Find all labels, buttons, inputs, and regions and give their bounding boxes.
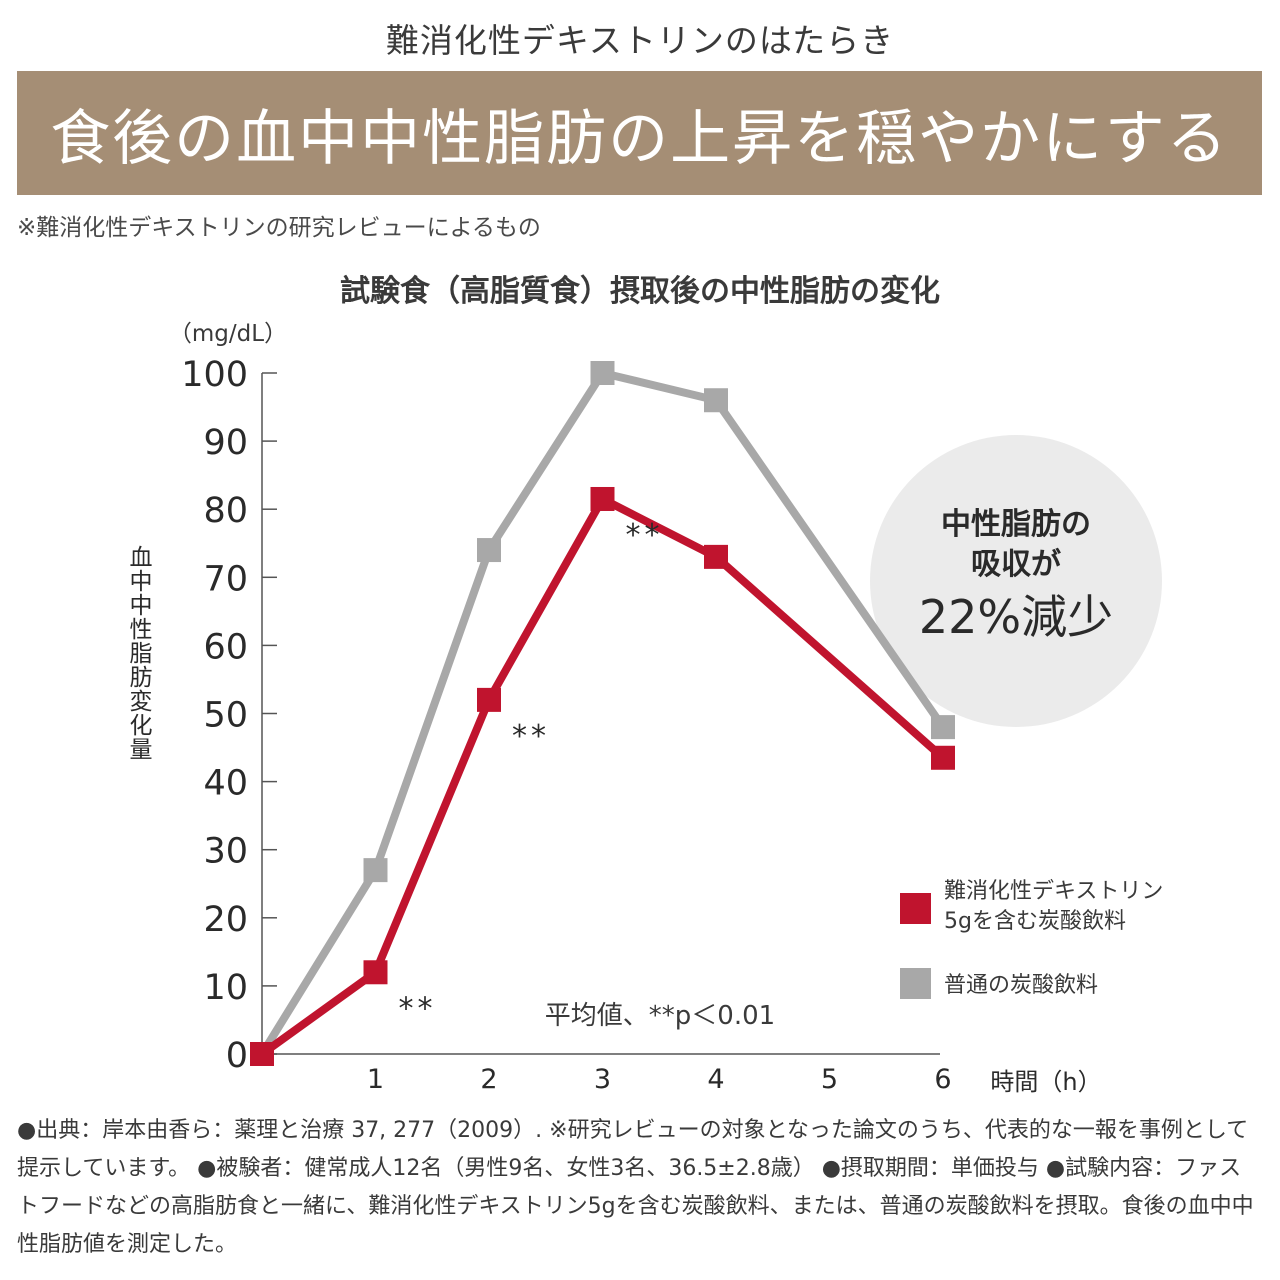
page-subtitle: 難消化性デキストリンのはたらき xyxy=(385,21,895,60)
data-point-dextrin xyxy=(931,745,955,770)
callout-line-2: 吸収が xyxy=(971,547,1061,582)
data-point-regular xyxy=(477,538,501,563)
y-tick-label: 20 xyxy=(203,900,248,940)
legend-swatch-dextrin xyxy=(900,893,931,924)
x-tick-label: 6 xyxy=(934,1064,951,1095)
y-tick-label: 10 xyxy=(203,968,248,1008)
data-point-regular xyxy=(590,361,615,385)
data-point-regular xyxy=(363,858,388,883)
data-point-dextrin xyxy=(250,1042,274,1066)
data-point-dextrin xyxy=(590,486,615,511)
x-tick-label: 2 xyxy=(480,1064,497,1095)
series-line-regular xyxy=(258,368,947,1057)
y-tick-label: 100 xyxy=(181,355,248,395)
headline-text: 食後の血中中性脂肪の上昇を穏やかにする xyxy=(50,103,1229,174)
x-tick-label: 3 xyxy=(594,1064,611,1095)
headline-banner: 食後の血中中性脂肪の上昇を穏やかにする xyxy=(17,71,1262,195)
callout-line-3: 22%減少 xyxy=(919,590,1113,644)
y-tick-label: 50 xyxy=(203,696,248,736)
data-point-dextrin xyxy=(704,544,728,569)
legend-swatch-regular xyxy=(900,968,931,999)
x-tick-label: 4 xyxy=(707,1064,724,1095)
callout-line-1: 中性脂肪の xyxy=(941,507,1091,542)
y-tick-label: 30 xyxy=(203,832,248,872)
footnote: ●出典：岸本由香ら：薬理と治療 37, 277（2009）. ※研究レビューの対… xyxy=(17,1118,1254,1257)
y-tick-label: 0 xyxy=(226,1036,248,1076)
significance-marker: ** xyxy=(626,518,664,553)
x-tick-label: 1 xyxy=(367,1064,384,1095)
y-tick-label: 40 xyxy=(203,764,248,804)
significance-marker: ** xyxy=(399,991,437,1026)
data-point-dextrin xyxy=(363,960,388,985)
research-note: ※難消化性デキストリンの研究レビューによるもの xyxy=(17,215,541,241)
data-point-regular xyxy=(704,388,728,413)
y-axis-unit: （mg/dL） xyxy=(169,321,287,347)
chart-title: 試験食（高脂質食）摂取後の中性脂肪の変化 xyxy=(340,274,940,309)
significance-marker: ** xyxy=(512,719,550,754)
x-tick-label: 5 xyxy=(821,1064,838,1095)
y-axis-label: 血中中性脂肪変化量 xyxy=(125,545,153,761)
legend-label-dextrin-line-2: 5gを含む炭酸飲料 xyxy=(944,909,1126,934)
stat-note: 平均値、**p＜0.01 xyxy=(545,1001,775,1031)
y-tick-label: 60 xyxy=(203,627,248,667)
data-point-regular xyxy=(931,715,955,740)
y-tick-label: 90 xyxy=(203,423,248,463)
x-axis-label: 時間（h） xyxy=(990,1068,1101,1096)
y-tick-label: 70 xyxy=(203,559,248,599)
y-tick-label: 80 xyxy=(203,491,248,531)
series-line-dextrin xyxy=(259,493,946,1058)
legend-label-regular: 普通の炭酸飲料 xyxy=(944,973,1098,998)
legend-label-dextrin-line-1: 難消化性デキストリン xyxy=(944,879,1163,904)
data-point-dextrin xyxy=(477,687,501,712)
callout-circle xyxy=(870,435,1162,727)
